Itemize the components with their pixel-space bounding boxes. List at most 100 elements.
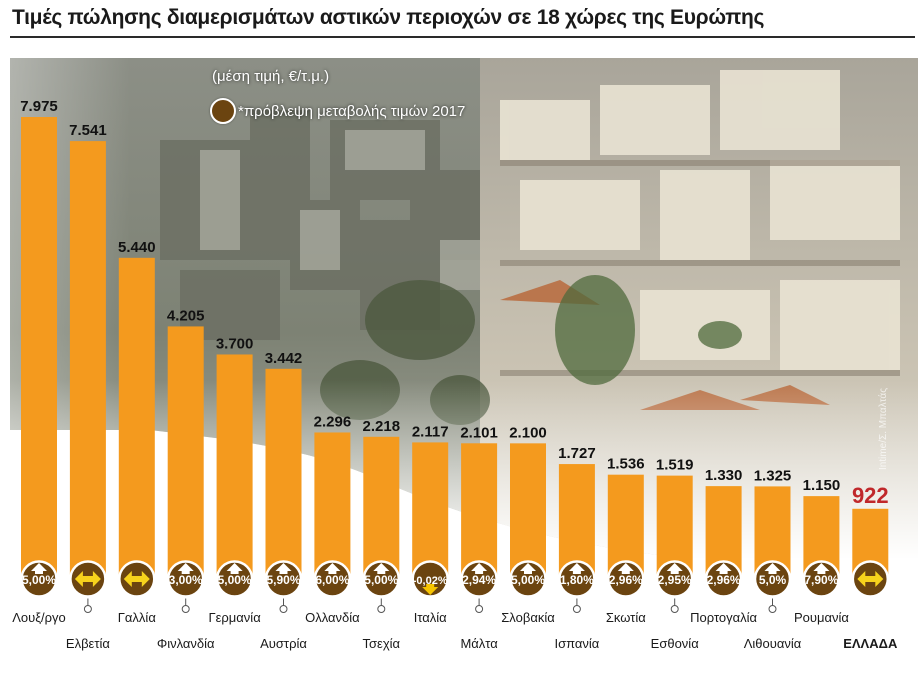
arrow-up-icon	[617, 563, 634, 574]
forecast-circle-12	[607, 560, 645, 598]
forecast-badge-6: 6,00%	[313, 560, 352, 598]
bar-5	[265, 368, 302, 579]
forecast-badge-7: 5,00%	[362, 560, 401, 598]
category-label-8: Ιταλία	[414, 610, 447, 625]
forecast-circle-13	[655, 560, 694, 598]
category-label-3: Φινλανδία	[157, 636, 215, 651]
category-label-10: Σλοβακία	[501, 610, 555, 625]
forecast-badge-12: 2,96%	[607, 560, 645, 598]
value-label-16: 1.150	[803, 477, 841, 494]
forecast-label-9: 2,94%	[462, 573, 496, 587]
leader-dot-1	[83, 605, 92, 613]
value-label-15: 1.325	[754, 467, 792, 484]
forecast-badge-5: 5,90%	[264, 560, 303, 598]
forecast-circle-10	[509, 560, 547, 598]
category-label-4: Γερμανία	[208, 610, 261, 625]
value-label-4: 3.700	[216, 335, 254, 352]
category-label-0: Λουξ/ργο	[12, 610, 66, 625]
bar-3	[167, 326, 204, 579]
category-label-2: Γαλλία	[118, 610, 157, 625]
forecast-circle-11	[558, 560, 596, 598]
forecast-label-12: 2,96%	[609, 573, 643, 587]
arrow-sideways-icon	[857, 571, 884, 587]
category-label-9: Μάλτα	[460, 636, 498, 651]
value-label-10: 2.100	[509, 424, 547, 441]
value-label-2: 5.440	[118, 239, 156, 256]
arrow-up-icon	[226, 563, 243, 574]
arrow-up-icon	[666, 563, 683, 574]
forecast-circle-16	[802, 560, 841, 598]
forecast-circle-3	[166, 560, 205, 598]
arrow-up-icon	[275, 563, 292, 574]
forecast-badge-9: 2,94%	[460, 560, 498, 598]
value-label-12: 1.536	[607, 456, 645, 473]
forecast-legend: *πρόβλεψη μεταβολής τιμών 2017	[210, 98, 465, 124]
forecast-badge-2	[118, 560, 156, 598]
forecast-legend-label: *πρόβλεψη μεταβολής τιμών 2017	[238, 102, 466, 120]
value-label-11: 1.727	[558, 445, 596, 462]
forecast-circle-6	[313, 560, 352, 598]
category-label-13: Εσθονία	[651, 636, 700, 651]
forecast-badge-17	[851, 560, 890, 598]
chart-subtitle: (μέση τιμή, €/τ.μ.)	[212, 68, 330, 85]
category-label-15: Λιθουανία	[744, 636, 802, 651]
forecast-circle-7	[362, 560, 401, 598]
forecast-label-11: 1,80%	[560, 573, 594, 587]
forecast-badge-13: 2,95%	[655, 560, 694, 598]
forecast-label-6: 6,00%	[315, 573, 349, 587]
value-label-1: 7.541	[69, 122, 107, 139]
forecast-label-13: 2,95%	[658, 573, 692, 587]
arrow-sideways-icon	[74, 571, 101, 587]
forecast-label-5: 5,90%	[266, 573, 300, 587]
value-label-17: 922	[852, 483, 889, 508]
category-label-1: Ελβετία	[66, 636, 110, 651]
bar-7	[363, 436, 400, 579]
forecast-badge-1	[69, 560, 107, 598]
title-rule	[10, 36, 915, 38]
value-label-9: 2.101	[460, 424, 498, 441]
value-label-14: 1.330	[705, 467, 743, 484]
category-label-6: Ολλανδία	[305, 610, 360, 625]
forecast-badge-10: 5,00%	[509, 560, 547, 598]
arrow-up-icon	[177, 563, 194, 574]
arrow-sideways-icon	[123, 571, 150, 587]
bar-10	[510, 443, 546, 579]
value-label-13: 1.519	[656, 457, 694, 474]
bar-6	[314, 432, 351, 579]
forecast-circle-14	[704, 560, 743, 598]
arrow-up-icon	[813, 563, 830, 574]
arrow-up-icon	[471, 563, 488, 574]
arrow-up-icon	[764, 563, 781, 574]
bar-2	[118, 257, 155, 579]
arrow-up-icon	[715, 563, 732, 574]
leader-dot-11	[572, 605, 581, 613]
forecast-label-10: 5,00%	[511, 573, 545, 587]
forecast-label-0: 5,00%	[22, 573, 56, 587]
leader-dot-5	[279, 605, 288, 613]
forecast-circle-9	[460, 560, 498, 598]
category-label-17: ΕΛΛΑΔΑ	[843, 636, 898, 651]
chart-title: Τιμές πώλησης διαμερισμάτων αστικών περι…	[12, 6, 765, 29]
category-label-7: Τσεχία	[363, 636, 401, 651]
forecast-label-8: -0,02%	[413, 575, 448, 587]
category-label-11: Ισπανία	[554, 636, 599, 651]
forecast-label-3: 3,00%	[169, 573, 203, 587]
value-label-7: 2.218	[363, 418, 401, 435]
arrow-up-icon	[324, 563, 341, 574]
arrow-down-icon	[422, 584, 439, 595]
leader-dot-15	[768, 605, 777, 613]
leader-dot-13	[670, 605, 679, 613]
forecast-dot-icon	[210, 98, 236, 124]
arrow-up-icon	[373, 563, 390, 574]
forecast-badge-3: 3,00%	[166, 560, 205, 598]
category-label-14: Πορτογαλία	[690, 610, 757, 625]
bar-4	[216, 354, 253, 579]
forecast-circle-5	[264, 560, 303, 598]
forecast-label-16: 7,90%	[804, 573, 838, 587]
forecast-circle-8	[411, 560, 449, 598]
bar-1	[69, 141, 106, 579]
arrow-up-icon	[568, 563, 585, 574]
category-label-12: Σκωτία	[606, 610, 646, 625]
value-label-0: 7.975	[20, 98, 58, 115]
